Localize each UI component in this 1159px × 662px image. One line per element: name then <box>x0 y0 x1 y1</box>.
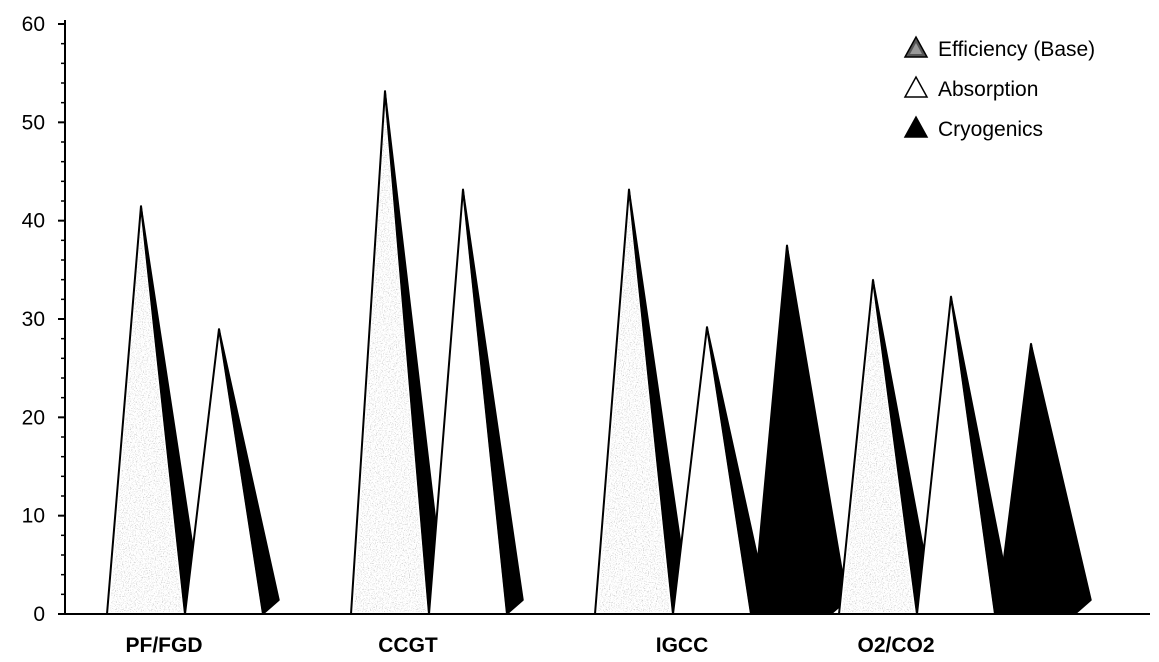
y-tick-label: 20 <box>22 406 45 429</box>
pyramid-speckled-gray <box>593 188 690 615</box>
legend-entry: Absorption <box>903 75 1038 101</box>
pyramid-front-face <box>427 189 509 615</box>
y-tick-label: 10 <box>22 505 45 528</box>
pyramid-white <box>427 188 524 615</box>
legend-label: Efficiency (Base) <box>938 38 1095 61</box>
legend-swatch-black <box>903 115 929 138</box>
pyramid-speckle <box>598 207 670 612</box>
pyramid-side-face <box>1030 342 1092 615</box>
x-tick-label: CCGT <box>378 634 438 657</box>
pyramid-speckled-gray <box>349 90 446 615</box>
pyramid-front-face <box>751 245 833 615</box>
pyramid-marks <box>105 90 1092 615</box>
legend-label: Absorption <box>938 78 1038 101</box>
pyramid-speckle <box>110 223 182 612</box>
pyramid-white <box>183 328 280 615</box>
pyramid-speckled-gray <box>105 205 202 615</box>
pyramid-white <box>671 326 768 615</box>
y-tick-label: 40 <box>22 210 45 233</box>
pyramid-speckled-gray <box>837 278 934 615</box>
y-tick-label: 50 <box>22 111 45 134</box>
legend-swatch-white <box>903 75 929 98</box>
pyramid-speckle <box>842 297 914 612</box>
y-tick-label: 30 <box>22 308 45 331</box>
y-tick-label: 0 <box>33 603 45 626</box>
legend-entry: Efficiency (Base) <box>903 35 1095 61</box>
pyramid-front-face <box>915 296 997 615</box>
pyramid-side-face <box>462 188 524 615</box>
legend: Efficiency (Base) Absorption Cryogenics <box>903 35 1095 141</box>
x-tick-label: IGCC <box>656 634 709 657</box>
y-tick-label: 60 <box>22 13 45 36</box>
pyramid-black <box>995 342 1092 615</box>
legend-label: Cryogenics <box>938 118 1043 141</box>
pyramid-white <box>915 295 1012 615</box>
legend-swatch-speckle-inner <box>910 43 922 54</box>
x-tick-label: O2/CO2 <box>857 634 934 657</box>
pyramid-speckle <box>354 108 426 612</box>
pyramid-black <box>751 244 848 615</box>
legend-entry: Cryogenics <box>903 115 1043 141</box>
x-tick-label: PF/FGD <box>126 634 203 657</box>
pyramid-side-face <box>218 328 280 615</box>
